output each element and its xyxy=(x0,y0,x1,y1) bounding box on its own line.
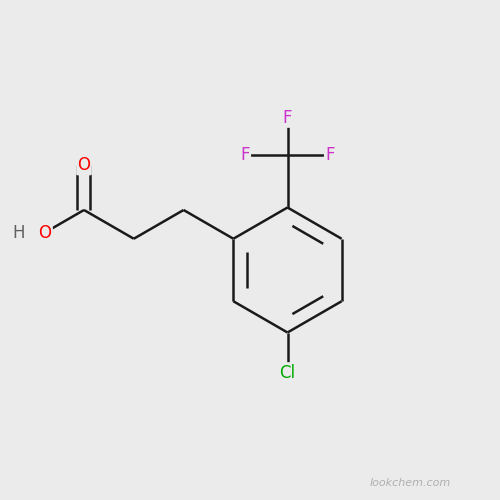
Text: Cl: Cl xyxy=(280,364,295,382)
Text: O: O xyxy=(38,224,52,242)
Text: F: F xyxy=(240,146,250,164)
Text: H: H xyxy=(13,224,26,242)
Text: lookchem.com: lookchem.com xyxy=(370,478,450,488)
Text: F: F xyxy=(325,146,334,164)
Text: O: O xyxy=(78,156,90,174)
Text: F: F xyxy=(283,108,292,126)
